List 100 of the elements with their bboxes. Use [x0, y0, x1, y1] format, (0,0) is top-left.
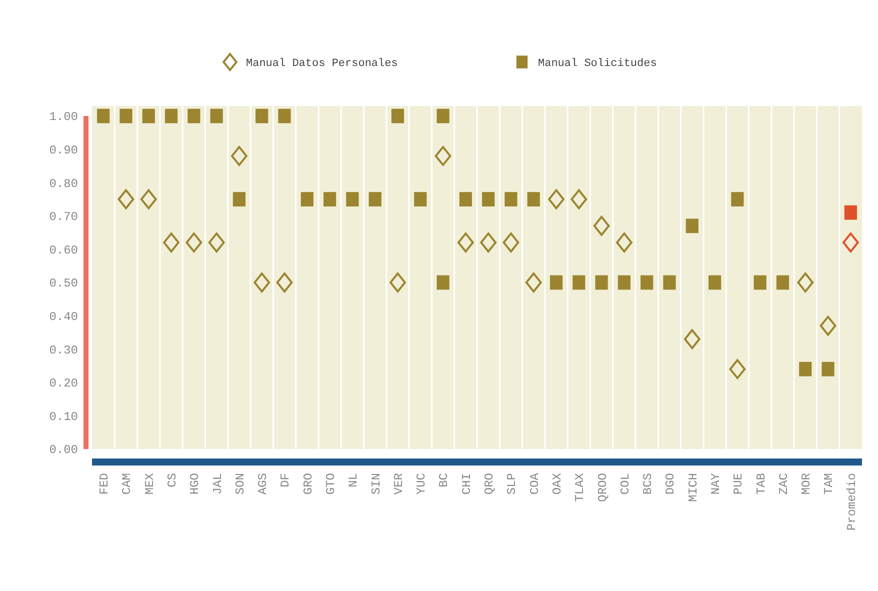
- x-tick-label: Promedio: [844, 473, 859, 531]
- x-tick-label: GRO: [301, 473, 316, 495]
- x-tick-label: MEX: [142, 473, 157, 495]
- x-tick-label: VER: [392, 473, 406, 495]
- point: [686, 218, 698, 234]
- point: [504, 192, 518, 206]
- point: [140, 189, 157, 210]
- point: [799, 362, 812, 376]
- point: [436, 108, 450, 124]
- x-tick-label: SLP: [505, 473, 520, 495]
- x-tick-label: FED: [98, 473, 112, 495]
- x-tick-label: COL: [618, 473, 632, 495]
- x-tick-label: BCS: [641, 473, 656, 495]
- x-tick-label: PUE: [732, 473, 746, 495]
- x-tick-label: NAY: [708, 473, 723, 495]
- point: [684, 329, 700, 350]
- point: [527, 192, 540, 206]
- point: [797, 272, 814, 292]
- point: [346, 192, 359, 206]
- point: [525, 272, 542, 292]
- point: [616, 232, 632, 253]
- point: [276, 272, 293, 292]
- x-tick-label: TLAX: [573, 473, 588, 502]
- point: [118, 189, 134, 210]
- point: [323, 192, 336, 206]
- point: [663, 275, 676, 290]
- point: [414, 192, 427, 206]
- point: [188, 108, 200, 124]
- point: [548, 189, 564, 210]
- point: [210, 108, 223, 124]
- y-tick-label: 0.90: [49, 144, 78, 158]
- point: [254, 272, 270, 292]
- y-tick-label: 1.00: [49, 110, 78, 124]
- point: [208, 232, 225, 253]
- point: [570, 189, 588, 210]
- point: [391, 108, 404, 124]
- point: [390, 272, 406, 292]
- point: [731, 192, 744, 206]
- x-tick-label: CAM: [120, 473, 134, 495]
- x-tick-label: COA: [528, 472, 542, 495]
- x-tick-label: SON: [233, 473, 248, 495]
- x-tick-label: JAL: [210, 473, 225, 495]
- point: [729, 359, 746, 380]
- y-tick-label: 0.40: [49, 310, 78, 324]
- point: [368, 192, 382, 206]
- x-tick-label: TAB: [754, 473, 768, 495]
- point: [97, 108, 110, 124]
- point: [120, 108, 132, 124]
- y-tick-label: 0.60: [49, 243, 78, 258]
- point: [842, 232, 859, 253]
- x-tick-label: DF: [278, 473, 293, 488]
- point: [256, 108, 268, 124]
- point: [595, 275, 608, 290]
- point: [820, 316, 836, 336]
- point: [776, 275, 790, 290]
- y-tick-label: 0.80: [49, 176, 78, 191]
- point: [459, 192, 472, 206]
- x-tick-label: ZAC: [776, 473, 791, 495]
- point: [278, 108, 291, 124]
- y-tick-label: 0.30: [49, 343, 78, 358]
- x-tick-label: HGO: [188, 473, 202, 495]
- point: [457, 232, 474, 253]
- x-tick-label: NL: [346, 473, 361, 488]
- x-tick-label: QROO: [596, 473, 610, 502]
- point: [300, 192, 314, 206]
- x-tick-label: MICH: [686, 473, 700, 502]
- point: [186, 232, 202, 253]
- x-tick-label: AGS: [256, 473, 270, 495]
- point: [572, 275, 586, 290]
- point: [164, 108, 178, 124]
- x-tick-label: OAX: [550, 473, 564, 495]
- y-tick-label: 0.70: [49, 210, 78, 224]
- point: [436, 275, 450, 290]
- point: [502, 232, 520, 253]
- point: [754, 275, 766, 290]
- point: [640, 275, 654, 290]
- y-tick-label: 0.50: [49, 276, 78, 291]
- point: [618, 275, 631, 290]
- point: [434, 146, 452, 166]
- x-tick-label: CHI: [460, 473, 474, 495]
- point: [142, 108, 155, 124]
- x-tick-label: TAM: [822, 473, 836, 495]
- legend-label: Manual Datos Personales: [246, 58, 398, 70]
- y-tick-label: 0.10: [49, 410, 78, 424]
- x-tick-label: DGO: [664, 473, 678, 495]
- point: [480, 232, 497, 253]
- x-tick-label: GTO: [324, 473, 338, 495]
- legend-label: Manual Solicitudes: [538, 58, 657, 70]
- point: [844, 205, 857, 220]
- point: [163, 232, 180, 253]
- x-tick-label: CS: [165, 473, 180, 488]
- point: [550, 275, 563, 290]
- point: [593, 216, 610, 236]
- point: [708, 275, 722, 290]
- x-tick-label: SIN: [369, 473, 384, 495]
- point: [231, 146, 248, 166]
- x-tick-label: BC: [437, 473, 452, 488]
- x-tick-label: MOR: [800, 473, 814, 495]
- point: [482, 192, 495, 206]
- point: [232, 192, 246, 206]
